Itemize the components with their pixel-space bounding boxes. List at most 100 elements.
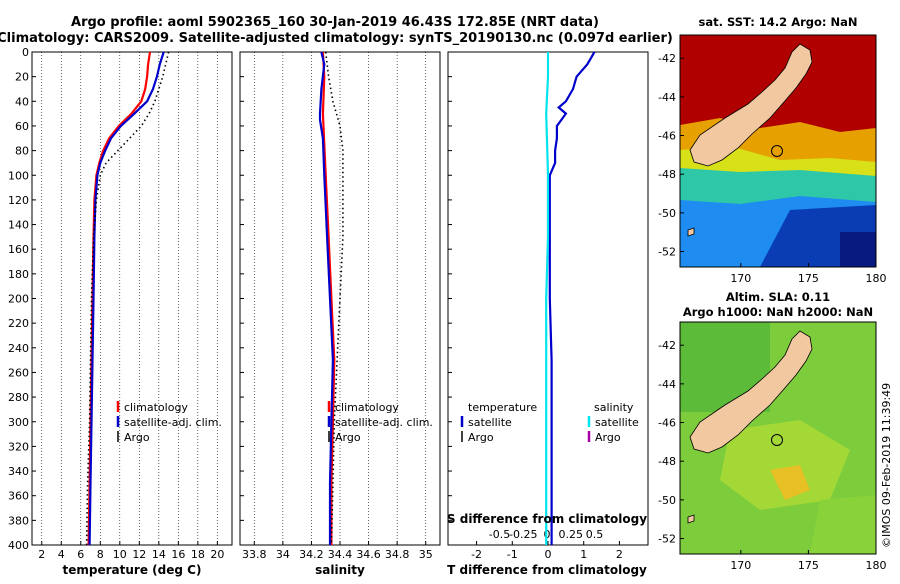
sla-map-title-2: Argo h1000: NaN h2000: NaN xyxy=(683,305,873,319)
sla-patch-se xyxy=(810,495,876,554)
sst-map-tick-label-y: -50 xyxy=(658,207,676,220)
sla-map-field xyxy=(680,322,876,554)
sst-map: sat. SST: 14.2 Argo: NaN 170 175 180 -42 -44… xyxy=(658,15,886,285)
temperature-tick-label-y: 240 xyxy=(8,342,29,355)
s-difference-tick-label: -0.25 xyxy=(509,528,537,541)
temperature-tick-label-y: 160 xyxy=(8,243,29,256)
argo-position-marker xyxy=(771,145,783,157)
sst-map-frame xyxy=(679,34,877,268)
sla-map-frame xyxy=(679,321,877,555)
sla-map-tick-label-y: -52 xyxy=(658,533,676,546)
sla-map: Altim. SLA: 0.11 Argo h1000: NaN h2000: … xyxy=(658,290,886,572)
salinity-tick-label-x: 35 xyxy=(419,548,433,561)
salinity-tick-label-x: 34.8 xyxy=(385,548,410,561)
sla-map-tick-label-y: -42 xyxy=(658,339,676,352)
s-difference-tick-label: 0.5 xyxy=(586,528,604,541)
temperature-legend: climatology satellite-adj. clim. Argo xyxy=(116,401,222,444)
temperature-tick-label-x: 16 xyxy=(171,548,185,561)
temperature-tick-label-y: 180 xyxy=(8,268,29,281)
sla-map-tick-label-y: -48 xyxy=(658,455,676,468)
temperature-xlabel: temperature (deg C) xyxy=(63,563,202,577)
temperature-tick-label-y: 280 xyxy=(8,391,29,404)
new-zealand-landmass xyxy=(689,330,813,454)
temperature-tick-label-x: 20 xyxy=(210,548,224,561)
temperature-plot-frame xyxy=(31,51,233,546)
sla-map-ticks: 170 175 180 -42 -44 -46 -48 -50 -52 xyxy=(658,339,886,572)
island xyxy=(687,227,695,237)
salinity-tick-label-x: 33.8 xyxy=(242,548,267,561)
temperature-tick-label-y: 120 xyxy=(8,194,29,207)
legend-argo-label: Argo xyxy=(335,431,361,444)
s-difference-label: S difference from climatology xyxy=(447,512,647,526)
sst-map-tick-label-y: -42 xyxy=(658,52,676,65)
temperature-tick-label-y: 380 xyxy=(8,514,29,527)
legend-s-satellite-label: satellite xyxy=(595,416,639,429)
difference-ticks: -2 -1 0 1 2-0.5-0.25 0 0.25 0.5 xyxy=(448,51,623,561)
sst-map-tick-label-y: -46 xyxy=(658,130,676,143)
temperature-ticks: 2 4 6 8 10 12 14 16 18 20020406080100120140160180… xyxy=(8,46,224,561)
temperature-tick-label-x: 2 xyxy=(38,548,45,561)
legend-t-satellite-label: satellite xyxy=(468,416,512,429)
imos-credit: ©IMOS 09-Feb-2019 11:39:49 xyxy=(880,383,893,548)
difference-tick-label-x: 2 xyxy=(616,548,623,561)
temperature-tick-label-y: 260 xyxy=(8,366,29,379)
sst-map-title: sat. SST: 14.2 Argo: NaN xyxy=(698,15,857,29)
sla-map-tick-label-y: -46 xyxy=(658,417,676,430)
difference-tick-label-x: -1 xyxy=(507,548,518,561)
s-difference-tick-label: 0.25 xyxy=(559,528,584,541)
legend-t-argo-label: Argo xyxy=(468,431,494,444)
temperature-tick-label-x: 6 xyxy=(77,548,84,561)
difference-tick-label-x: 0 xyxy=(545,548,552,561)
s-difference-tick-label: -0.5 xyxy=(489,528,510,541)
sst-map-tick-label-x: 180 xyxy=(866,272,887,285)
temperature-tick-label-y: 0 xyxy=(22,46,29,59)
salinity-tick-label-x: 34.2 xyxy=(299,548,324,561)
difference-xlabel: T difference from climatology xyxy=(447,563,647,577)
salinity-ticks: 33.8 34 34.2 34.4 34.6 34.8 35 xyxy=(240,51,433,561)
temperature-tick-label-y: 100 xyxy=(8,169,29,182)
difference-series-t-satellite xyxy=(548,51,596,545)
salinity-series-argo xyxy=(324,51,344,546)
temperature-tick-label-y: 20 xyxy=(15,71,29,84)
salinity-tick-label-x: 34 xyxy=(276,548,290,561)
temperature-series-satellite-adj-clim- xyxy=(88,51,165,546)
temperature-tick-label-y: 340 xyxy=(8,465,29,478)
title-line-1: Argo profile: aoml 5902365_160 30-Jan-20… xyxy=(71,15,599,30)
difference-legend: temperature satellite Argo salinity sate… xyxy=(460,401,639,444)
difference-panel: -2 -1 0 1 2-0.5-0.25 0 0.25 0.5 T difference fr… xyxy=(447,51,649,577)
salinity-tick-label-x: 34.4 xyxy=(328,548,353,561)
sst-coldest-patch xyxy=(840,232,876,267)
temperature-grid xyxy=(41,52,218,545)
salinity-panel: 33.8 34 34.2 34.4 34.6 34.8 35 salinity climat… xyxy=(239,51,441,577)
sst-map-tick-label-y: -48 xyxy=(658,168,676,181)
temperature-tick-label-x: 18 xyxy=(191,548,205,561)
temperature-tick-label-y: 220 xyxy=(8,317,29,330)
difference-tick-label-x: 1 xyxy=(580,548,587,561)
sla-patch-center xyxy=(720,420,850,510)
difference-plot-frame xyxy=(447,51,649,546)
sla-map-tick-label-x: 175 xyxy=(798,559,819,572)
temperature-tick-label-y: 360 xyxy=(8,490,29,503)
temperature-tick-label-y: 140 xyxy=(8,219,29,232)
temperature-lines xyxy=(85,51,170,546)
legend-salinity-title: salinity xyxy=(594,401,634,414)
legend-satellite-label: satellite-adj. clim. xyxy=(335,416,433,429)
temperature-tick-label-y: 300 xyxy=(8,416,29,429)
temperature-tick-label-y: 200 xyxy=(8,293,29,306)
salinity-legend: climatology satellite-adj. clim. Argo xyxy=(327,401,433,444)
difference-series-s-satellite xyxy=(545,52,550,545)
sla-map-title-1: Altim. SLA: 0.11 xyxy=(726,290,830,304)
island xyxy=(687,514,695,524)
temperature-tick-label-y: 400 xyxy=(8,539,29,552)
sst-map-tick-label-x: 170 xyxy=(730,272,751,285)
sst-map-tick-label-y: -52 xyxy=(658,246,676,259)
new-zealand-landmass xyxy=(689,43,813,167)
salinity-lines xyxy=(318,51,344,546)
salinity-series-satellite-adj-clim- xyxy=(318,51,335,545)
difference-lines xyxy=(545,51,596,545)
sst-map-ticks: 170 175 180 -42 -44 -46 -48 -50 -52 xyxy=(658,52,886,285)
sla-map-tick-label-x: 180 xyxy=(866,559,887,572)
sla-high-patch xyxy=(770,465,810,500)
argo-position-marker xyxy=(771,434,783,446)
